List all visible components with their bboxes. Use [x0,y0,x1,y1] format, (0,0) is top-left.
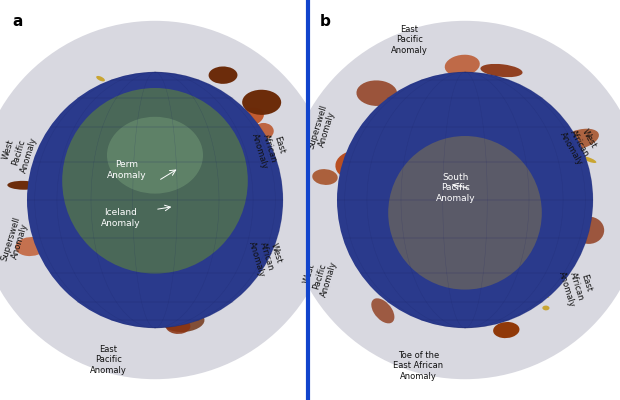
Ellipse shape [533,132,574,155]
Ellipse shape [106,296,131,311]
Ellipse shape [69,114,88,124]
Ellipse shape [153,296,190,321]
Text: a: a [12,14,23,29]
Ellipse shape [453,86,487,111]
Ellipse shape [502,310,513,315]
Text: Superswell
Anomaly: Superswell Anomaly [0,215,32,265]
Ellipse shape [255,171,265,179]
Ellipse shape [479,308,504,320]
Ellipse shape [16,237,46,256]
Ellipse shape [542,122,559,141]
Ellipse shape [148,286,159,291]
Ellipse shape [545,145,573,156]
Ellipse shape [132,316,143,324]
Ellipse shape [544,208,572,222]
Text: Perm
Anomaly: Perm Anomaly [107,160,147,180]
Text: West
African
Anomaly: West African Anomaly [557,120,602,168]
Ellipse shape [192,289,215,308]
Ellipse shape [166,318,190,334]
Ellipse shape [562,144,570,148]
Text: South
Pacific
Anomaly: South Pacific Anomaly [436,173,476,203]
Ellipse shape [335,151,373,179]
Ellipse shape [208,66,237,84]
Ellipse shape [373,226,381,236]
Ellipse shape [66,170,82,195]
Ellipse shape [480,64,523,77]
Ellipse shape [171,96,198,111]
Ellipse shape [549,163,569,176]
Ellipse shape [425,288,436,296]
Ellipse shape [356,80,397,106]
Text: Toe of the
East African
Anomaly: Toe of the East African Anomaly [394,351,443,381]
Ellipse shape [574,217,604,244]
Text: Iceland
Anomaly: Iceland Anomaly [101,208,141,228]
Text: West
African
Anomaly: West African Anomaly [247,234,286,278]
Ellipse shape [107,117,203,194]
Text: West
Pacific
Anomaly: West Pacific Anomaly [0,130,38,174]
Ellipse shape [399,106,421,119]
Text: b: b [319,14,330,29]
Ellipse shape [559,129,599,150]
Ellipse shape [240,272,256,279]
Ellipse shape [376,157,399,176]
Ellipse shape [84,283,121,308]
Ellipse shape [565,252,575,259]
Text: West
Pacific
Anomaly: West Pacific Anomaly [299,254,339,298]
Ellipse shape [394,283,438,312]
Ellipse shape [450,287,490,314]
Ellipse shape [312,169,338,185]
Ellipse shape [382,258,395,266]
Ellipse shape [352,214,363,219]
Ellipse shape [534,294,549,298]
Ellipse shape [102,86,111,92]
Ellipse shape [371,298,394,323]
Ellipse shape [81,168,93,178]
Ellipse shape [35,233,53,244]
Ellipse shape [254,164,275,177]
Text: East
African
Anomaly: East African Anomaly [557,264,596,308]
Ellipse shape [445,55,480,76]
Ellipse shape [7,181,39,190]
Ellipse shape [202,270,223,282]
Ellipse shape [0,21,334,379]
Ellipse shape [286,21,620,379]
Ellipse shape [388,136,542,290]
Ellipse shape [162,278,187,295]
Ellipse shape [242,90,281,115]
Ellipse shape [27,72,283,328]
Ellipse shape [538,175,560,195]
Ellipse shape [76,223,85,229]
Ellipse shape [119,296,149,318]
Text: East
Pacific
Anomaly: East Pacific Anomaly [391,25,428,55]
Ellipse shape [493,322,520,338]
Ellipse shape [163,311,205,332]
Ellipse shape [337,72,593,328]
Text: Superswell
Anomaly: Superswell Anomaly [306,103,339,153]
Ellipse shape [59,243,67,246]
Ellipse shape [234,108,264,128]
Ellipse shape [96,76,105,82]
Ellipse shape [65,128,94,143]
Ellipse shape [229,229,232,236]
Ellipse shape [582,156,596,163]
Ellipse shape [554,141,565,161]
Ellipse shape [62,88,248,274]
Text: East
Pacific
Anomaly: East Pacific Anomaly [90,345,127,375]
Text: East
African
Anomaly: East African Anomaly [250,126,290,170]
Ellipse shape [139,290,182,318]
Ellipse shape [254,123,274,139]
Ellipse shape [542,306,549,310]
